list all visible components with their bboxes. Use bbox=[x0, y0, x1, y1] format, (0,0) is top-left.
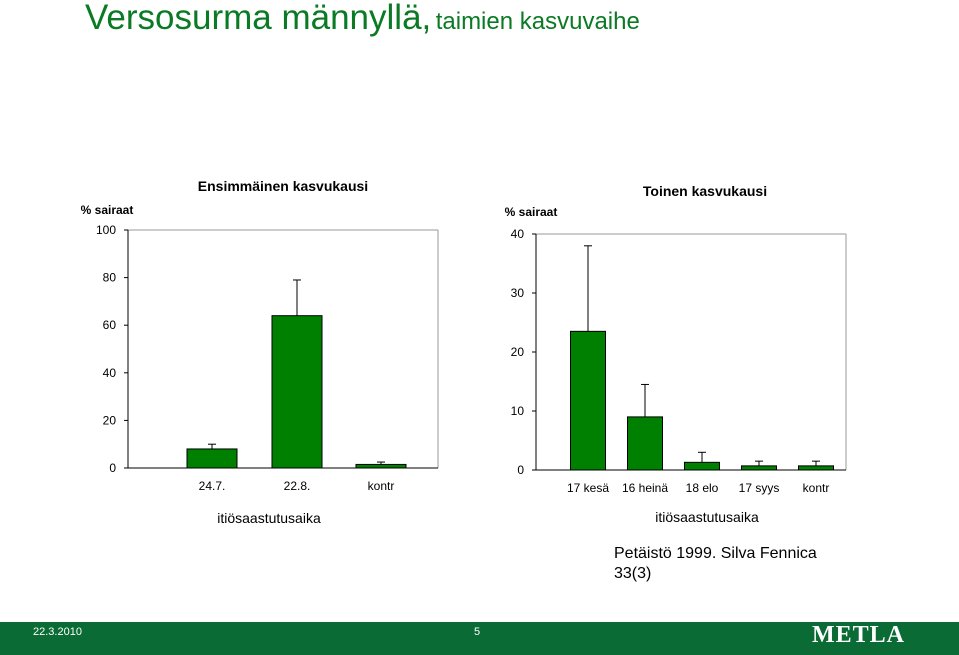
chart-1-category-label: 24.7. bbox=[199, 479, 226, 493]
chart-2-y-axis-label: % sairaat bbox=[505, 205, 558, 219]
chart-2-bar bbox=[684, 461, 720, 471]
chart-2-title: Toinen kasvukausi bbox=[643, 183, 767, 199]
chart-2-x-axis-label: itiösaastutusaika bbox=[655, 509, 759, 525]
chart-1-category-label: 22.8. bbox=[284, 479, 311, 493]
chart-2-ytick-label: 30 bbox=[511, 286, 525, 300]
chart-1-ytick-label: 40 bbox=[103, 366, 117, 380]
chart-2-category-label: 17 kesä bbox=[567, 481, 609, 495]
chart-2-category-label: 16 heinä bbox=[622, 481, 668, 495]
chart-2-category-label: kontr bbox=[803, 481, 830, 495]
title-sub: taimien kasvuvaihe bbox=[435, 8, 640, 35]
chart-1-ytick-label: 60 bbox=[103, 318, 117, 332]
metla-logo: METLA bbox=[812, 622, 906, 648]
chart-1-ytick-label: 80 bbox=[103, 271, 117, 285]
chart-1-y-axis-label: % sairaat bbox=[81, 203, 134, 217]
chart-2-bar bbox=[798, 465, 834, 471]
chart-1-title: Ensimmäinen kasvukausi bbox=[198, 178, 368, 194]
chart-2-ytick-label: 40 bbox=[511, 227, 525, 241]
chart-1-ytick-label: 0 bbox=[109, 461, 116, 475]
reference-citation: Petäistö 1999. Silva Fennica 33(3) bbox=[614, 544, 844, 584]
chart-2-category-label: 18 elo bbox=[686, 481, 719, 495]
reference-line-1: Petäistö 1999. Silva Fennica bbox=[614, 545, 817, 562]
chart-1-bar bbox=[355, 463, 407, 469]
chart-2-bar bbox=[570, 330, 606, 471]
chart-2-ytick-label: 10 bbox=[511, 404, 525, 418]
footer-page-number: 5 bbox=[474, 626, 481, 638]
page-title: Versosurma männyllä, taimien kasvuvaihe bbox=[85, 0, 640, 38]
chart-1-ytick-label: 100 bbox=[96, 223, 116, 237]
chart-1-ytick-label: 20 bbox=[103, 413, 117, 427]
chart-1-x-axis-label: itiösaastutusaika bbox=[217, 510, 321, 526]
chart-1-bar bbox=[186, 448, 238, 469]
footer-bar: 22.3.2010 5 METLA bbox=[0, 622, 959, 655]
chart-2-bar bbox=[741, 465, 777, 471]
title-main: Versosurma männyllä, bbox=[85, 0, 432, 37]
chart-2-bar bbox=[627, 416, 663, 471]
reference-line-2: 33(3) bbox=[614, 565, 652, 582]
chart-2-ytick-label: 20 bbox=[511, 345, 525, 359]
chart-1-bar bbox=[271, 315, 323, 469]
chart-1-category-label: kontr bbox=[368, 479, 395, 493]
chart-2-category-label: 17 syys bbox=[739, 481, 780, 495]
chart-2-ytick-label: 0 bbox=[517, 463, 524, 477]
footer-date: 22.3.2010 bbox=[33, 626, 82, 638]
